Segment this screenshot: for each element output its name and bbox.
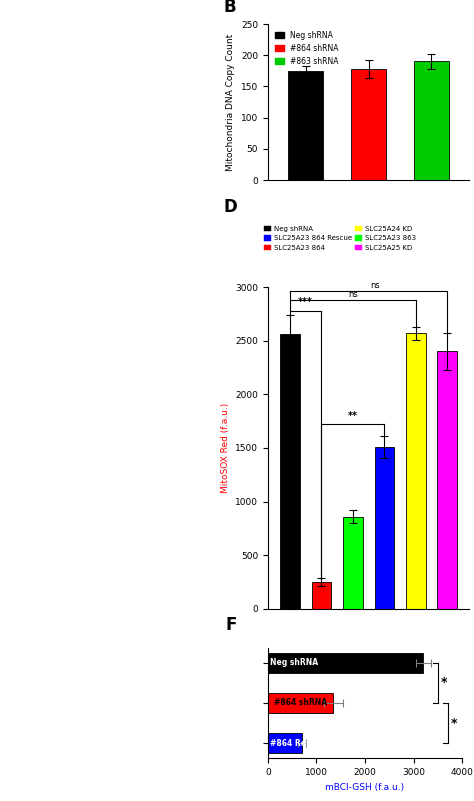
Text: *: * <box>450 717 457 730</box>
Text: F: F <box>225 616 237 634</box>
Text: ns: ns <box>370 281 380 290</box>
Bar <box>414 62 449 180</box>
Bar <box>280 334 300 609</box>
Bar <box>351 69 386 180</box>
Bar <box>311 582 331 609</box>
Y-axis label: MitoSOX Red (f.a.u.): MitoSOX Red (f.a.u.) <box>220 403 229 493</box>
Bar <box>268 653 423 673</box>
Text: **: ** <box>348 411 358 421</box>
Text: B: B <box>224 0 236 16</box>
Text: D: D <box>224 198 237 216</box>
Legend: Neg shRNA, #864 shRNA, #863 shRNA: Neg shRNA, #864 shRNA, #863 shRNA <box>272 28 342 69</box>
Text: ***: *** <box>298 297 313 308</box>
Text: Neg shRNA: Neg shRNA <box>270 658 319 667</box>
Bar <box>268 693 333 713</box>
Y-axis label: Mitochondria DNA Copy Count: Mitochondria DNA Copy Count <box>226 34 235 171</box>
Bar <box>343 517 363 609</box>
Text: ns: ns <box>348 290 358 299</box>
Bar <box>406 333 426 609</box>
Bar <box>288 70 323 180</box>
X-axis label: mBCl-GSH (f.a.u.): mBCl-GSH (f.a.u.) <box>326 783 404 791</box>
Bar <box>438 352 457 609</box>
Legend: Neg shRNA, SLC25A23 864 Rescue, SLC25A23 864, SLC25A24 KD, SLC25A23 863, SLC25A2: Neg shRNA, SLC25A23 864 Rescue, SLC25A23… <box>261 223 419 254</box>
Text: #864 shRNA: #864 shRNA <box>274 698 327 707</box>
Bar <box>374 447 394 609</box>
Text: #864 Rescue: #864 Rescue <box>270 739 326 747</box>
Bar <box>268 733 302 753</box>
Text: *: * <box>441 676 447 690</box>
